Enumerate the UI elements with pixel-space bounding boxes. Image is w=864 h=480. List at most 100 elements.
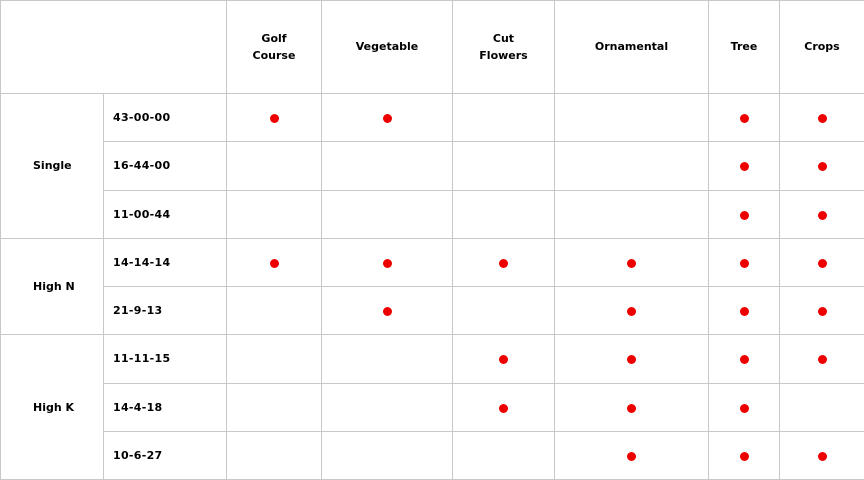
applicable-dot (739, 307, 749, 317)
applicable-dot (739, 258, 749, 268)
applicable-dot (817, 210, 827, 220)
mark-cell-43-00-00-golf-course (226, 92, 322, 143)
mark-cell-11-00-44-cut-flowers (452, 189, 555, 239)
column-header-crops: Crops (779, 0, 864, 94)
mark-cell-14-4-18-golf-course (226, 382, 322, 432)
applicable-dot (627, 355, 636, 365)
mark-cell-11-00-44-ornamental (554, 189, 709, 239)
table-row-14-4-18: 14-4-18 (1, 382, 864, 432)
mark-cell-16-44-00-golf-course (226, 141, 322, 191)
mark-cell-16-44-00-vegetable (321, 141, 453, 191)
mark-cell-14-14-14-ornamental (554, 237, 709, 288)
applicable-dot (817, 258, 827, 268)
mark-cell-43-00-00-tree (708, 92, 780, 143)
mark-cell-10-6-27-tree (708, 430, 780, 480)
mark-cell-14-4-18-ornamental (554, 382, 709, 432)
applicable-dot (817, 451, 827, 461)
column-header-cut-flowers: Cut Flowers (452, 0, 555, 94)
applicable-dot (499, 258, 508, 268)
applicable-dot (269, 258, 279, 268)
mark-cell-21-9-13-vegetable (321, 285, 453, 336)
mark-cell-14-4-18-cut-flowers (452, 382, 555, 432)
header-row: Golf Course Vegetable Cut Flowers Ornamenta… (0, 0, 864, 94)
applicable-dot (627, 307, 636, 317)
column-header-golf-course: Golf Course (226, 0, 322, 94)
mark-cell-43-00-00-cut-flowers (452, 92, 555, 143)
mark-cell-10-6-27-crops (779, 430, 864, 480)
mark-cell-11-11-15-cut-flowers (452, 334, 555, 384)
mark-cell-14-14-14-cut-flowers (452, 237, 555, 288)
formulation-cell-11-11-15: 11-11-15 (103, 334, 227, 384)
applicable-dot (739, 210, 749, 220)
table-row-16-44-00: 16-44-00 (1, 141, 864, 191)
mark-cell-14-14-14-crops (779, 237, 864, 288)
applicable-dot (382, 114, 392, 124)
applicable-dot (739, 355, 749, 365)
mark-cell-16-44-00-ornamental (554, 141, 709, 191)
applicable-dot (382, 258, 392, 268)
formulation-cell-14-14-14: 14-14-14 (103, 237, 227, 288)
mark-cell-14-4-18-tree (708, 382, 780, 432)
table-body: Single 43-00-00 16-44-00 11-00-44 High N 14-1… (0, 92, 864, 480)
applicable-dot (739, 451, 749, 461)
column-header-tree: Tree (708, 0, 780, 94)
mark-cell-14-14-14-vegetable (321, 237, 453, 288)
formulation-cell-43-00-00: 43-00-00 (103, 92, 227, 143)
mark-cell-10-6-27-vegetable (321, 430, 453, 480)
applicable-dot (817, 114, 827, 124)
table-row-11-11-15: High K 11-11-15 (0, 334, 864, 480)
mark-cell-11-00-44-tree (708, 189, 780, 239)
applicable-dot (627, 451, 636, 461)
mark-cell-11-11-15-ornamental (554, 334, 709, 384)
mark-cell-43-00-00-crops (779, 92, 864, 143)
group-label-high-k: High K (0, 334, 104, 480)
table-row-10-6-27: 10-6-27 (1, 430, 864, 480)
mark-cell-14-14-14-tree (708, 237, 780, 288)
mark-cell-10-6-27-golf-course (226, 430, 322, 480)
applicable-dot (817, 355, 827, 365)
group-label-single: Single (0, 93, 104, 239)
mark-cell-14-4-18-crops (779, 382, 864, 432)
mark-cell-21-9-13-ornamental (554, 285, 709, 336)
applicable-dot (739, 403, 749, 413)
mark-cell-11-11-15-vegetable (321, 334, 453, 384)
mark-cell-43-00-00-ornamental (554, 92, 709, 143)
mark-cell-16-44-00-cut-flowers (452, 141, 555, 191)
applicable-dot (627, 403, 636, 413)
mark-cell-11-11-15-crops (779, 334, 864, 384)
applicable-dot (499, 403, 508, 413)
mark-cell-14-14-14-golf-course (226, 237, 322, 288)
mark-cell-16-44-00-crops (779, 141, 864, 191)
table-row-14-14-14: High N 14-14-14 (0, 237, 864, 336)
mark-cell-21-9-13-golf-course (226, 285, 322, 336)
group-label-high-n: High N (0, 237, 104, 336)
formulation-cell-11-00-44: 11-00-44 (103, 189, 227, 239)
mark-cell-11-00-44-crops (779, 189, 864, 239)
mark-cell-10-6-27-cut-flowers (452, 430, 555, 480)
applicable-dot (499, 355, 508, 365)
table-row-43-00-00: Single 43-00-00 (0, 92, 864, 239)
table-row-11-00-44: 11-00-44 (1, 189, 864, 239)
applicable-dot (269, 114, 279, 124)
applicable-dot (627, 258, 636, 268)
mark-cell-14-4-18-vegetable (321, 382, 453, 432)
applicable-dot (817, 162, 827, 172)
mark-cell-11-00-44-golf-course (226, 189, 322, 239)
formulation-cell-21-9-13: 21-9-13 (103, 285, 227, 336)
formulation-cell-10-6-27: 10-6-27 (103, 430, 227, 480)
mark-cell-21-9-13-crops (779, 285, 864, 336)
formulation-cell-16-44-00: 16-44-00 (103, 141, 227, 191)
mark-cell-21-9-13-tree (708, 285, 780, 336)
table-header: Golf Course Vegetable Cut Flowers Ornamenta… (0, 0, 864, 94)
mark-cell-11-11-15-tree (708, 334, 780, 384)
applicable-dot (382, 307, 392, 317)
applicable-dot (739, 162, 749, 172)
mark-cell-11-11-15-golf-course (226, 334, 322, 384)
mark-cell-10-6-27-ornamental (554, 430, 709, 480)
table-row-21-9-13: 21-9-13 (1, 285, 864, 336)
formulation-cell-14-4-18: 14-4-18 (103, 382, 227, 432)
column-header-vegetable: Vegetable (321, 0, 453, 94)
column-header-ornamental: Ornamental (554, 0, 709, 94)
applicable-dot (817, 307, 827, 317)
